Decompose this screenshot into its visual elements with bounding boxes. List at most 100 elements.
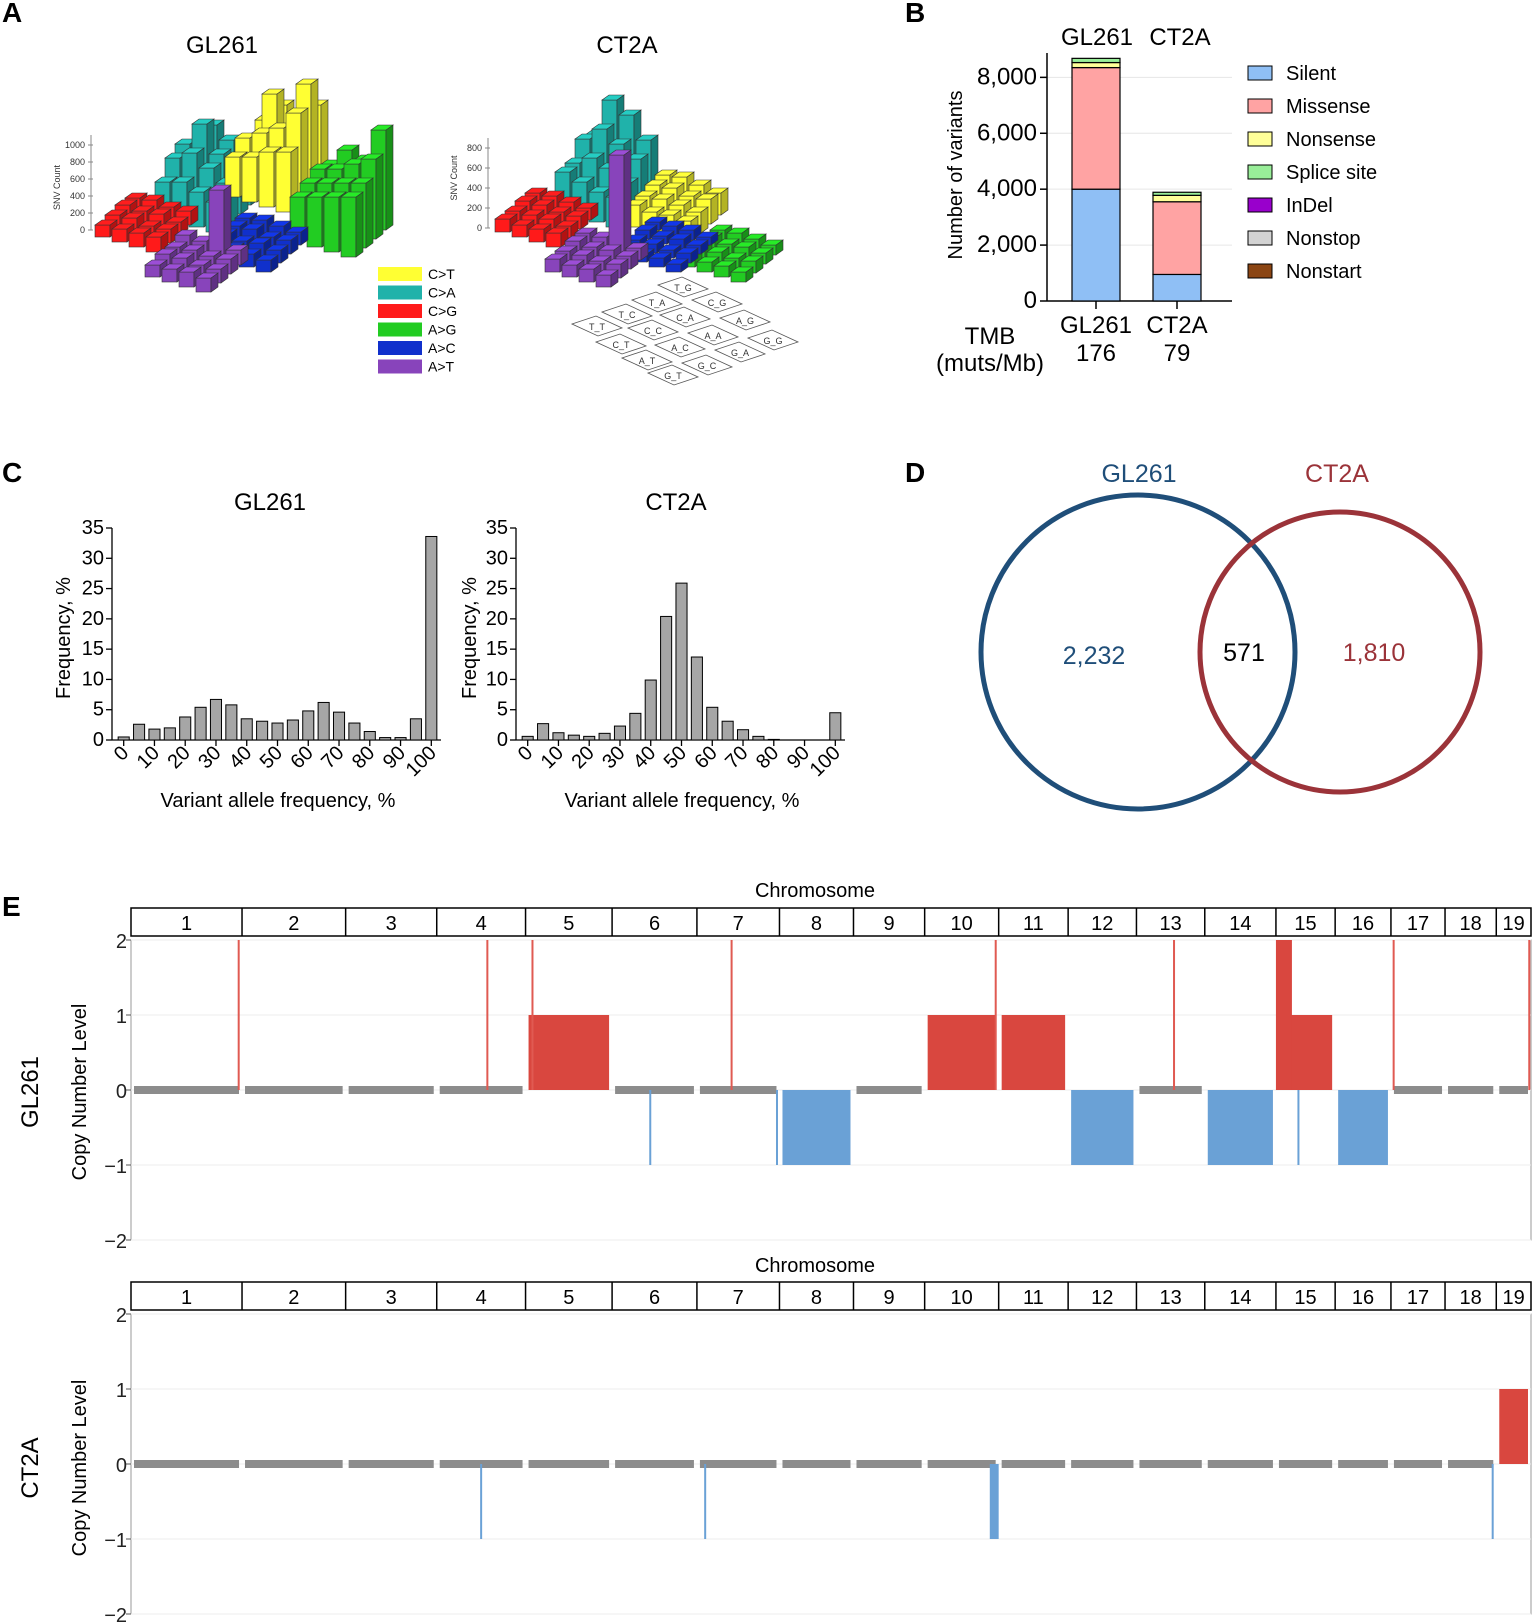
panel-a-bar-front [255, 259, 272, 273]
panel-c-bar [394, 737, 407, 741]
panel-a-bar-top [514, 195, 538, 202]
panel-b-legend-label-nonstart: Nonstart [1286, 261, 1362, 283]
panel-a-bar-top [601, 94, 625, 101]
panel-a-bar-top [598, 244, 622, 251]
legend-label-ctog: C>G [428, 303, 457, 319]
context-cell [686, 324, 740, 346]
cnv-neutral-segment [1448, 1460, 1494, 1468]
cnv-neutral-segment [348, 1460, 434, 1468]
context-cell-label: T_C [618, 310, 636, 320]
panel-c-bar [117, 736, 130, 741]
panel-a-bar-top [581, 152, 605, 159]
panel-a-bar-top [581, 241, 605, 248]
cnv-gain-segment [1499, 1389, 1528, 1464]
panel-a-bar-top [574, 227, 598, 234]
panel-c-bar [225, 704, 238, 741]
panel-a-bar-top [131, 205, 155, 212]
venn-circle-ct2a [1197, 509, 1483, 795]
panel-c-bar [425, 535, 438, 741]
panel-c-xtick-label: 100 [806, 742, 845, 781]
panel-a-axis-label: SNV Count [52, 164, 62, 210]
context-cell-label: A_A [704, 331, 721, 341]
panel-a-bar-front [306, 196, 323, 248]
panel-c-xtick-label: 20 [567, 742, 598, 773]
panel-c-ytick-label: 20 [486, 608, 508, 630]
panel-c-bar [690, 656, 703, 741]
chrom-label-13: 13 [1159, 1287, 1181, 1309]
panel-a-bar-top [165, 216, 189, 223]
cnv-gain-segment [528, 1015, 610, 1090]
panel-a-bar-front [161, 268, 178, 283]
panel-a-bar-top [154, 248, 178, 255]
cnv-loss-block [989, 1464, 999, 1539]
cnv-ytick-label: 2 [116, 1305, 127, 1327]
panel-a-bar-top [685, 239, 709, 246]
panel-a-bar-top [275, 146, 299, 153]
cnv-gain-segment [927, 1015, 996, 1090]
legend-swatch-ctog [378, 304, 422, 318]
panel-a-bar-top [191, 118, 215, 125]
panel-a-bar-top [648, 252, 672, 259]
panel-c-xtick-label: 50 [660, 742, 691, 773]
panel-c-bar [256, 720, 269, 741]
panel-a-bar-top [494, 213, 518, 220]
panel-c-xlabel-ct2a: Variant allele frequency, % [565, 790, 800, 812]
chrom-label-6: 6 [649, 913, 660, 935]
panel-label-b: B [905, 0, 925, 28]
panel-a-bar-front [595, 274, 612, 288]
legend-label-ctot: C>T [428, 266, 455, 282]
context-cell-label: G_G [763, 336, 782, 346]
legend-swatch-ctoa [378, 285, 422, 300]
context-cell-label: C_T [612, 340, 630, 350]
cnv-neutral-segment [1338, 1460, 1388, 1468]
cnv-neutral-segment [699, 1086, 777, 1094]
panel-a-bar-top [675, 247, 699, 254]
cnv-loss-segment [1338, 1090, 1388, 1165]
panel-a-bar-top [145, 231, 169, 238]
context-cell [713, 341, 767, 363]
legend-label-atoc: A>C [428, 340, 456, 356]
panel-a-bar-top [528, 223, 552, 230]
panel-c-xtick-label: 30 [194, 742, 225, 773]
panel-c-xtick-label: 60 [287, 742, 318, 773]
panel-a-bar-front [648, 257, 665, 268]
chrom-label-4: 4 [476, 1287, 487, 1309]
panel-a-bar-front [178, 271, 195, 288]
panel-a-bar-front [544, 258, 561, 273]
panel-a-bar-front [195, 277, 212, 293]
context-cell [653, 336, 707, 358]
cnv-neutral-segment [1499, 1086, 1528, 1094]
chrom-label-15: 15 [1294, 1287, 1316, 1309]
panel-b-ytick-label: 2,000 [977, 231, 1037, 258]
panel-c-xtick-label: 40 [225, 742, 256, 773]
panel-a-bar-top [241, 223, 265, 230]
panel-a-bar-top [644, 216, 668, 223]
panel-a-bar-top [198, 250, 222, 257]
panel-a-bar-top [161, 263, 185, 270]
panel-b-bar-gl261-missense [1071, 66, 1121, 190]
panel-a-bar-front [144, 264, 161, 278]
context-cell-label: A_T [639, 356, 656, 366]
panel-a-bar-top [705, 187, 729, 194]
panel-a-bar-top [255, 254, 279, 261]
panel-c-bar [409, 718, 422, 741]
panel-a-bar-top [595, 269, 619, 276]
chrom-label-11: 11 [1023, 913, 1044, 935]
panel-a-bar-top [641, 206, 665, 213]
panel-a-bar-front [528, 228, 545, 243]
panel-c-bar [752, 735, 765, 741]
chrom-label-18: 18 [1460, 913, 1482, 935]
panel-c-bar [286, 719, 299, 741]
panel-a-bar-top [316, 177, 340, 184]
cnv-gain-block [1275, 940, 1292, 1090]
panel-a-bar-top [333, 177, 357, 184]
panel-a-bar-top [208, 148, 232, 155]
panel-c-ytick-label: 10 [486, 668, 508, 690]
cnv-neutral-segment [439, 1086, 523, 1094]
cnv-neutral-segment [1448, 1086, 1494, 1094]
cnv-ytick-label: 1 [116, 1006, 127, 1028]
panel-b-ytick-label: 6,000 [977, 119, 1037, 146]
panel-c-xtick-label: 0 [110, 742, 133, 765]
panel-b-ylabel: Number of variants [945, 91, 967, 260]
